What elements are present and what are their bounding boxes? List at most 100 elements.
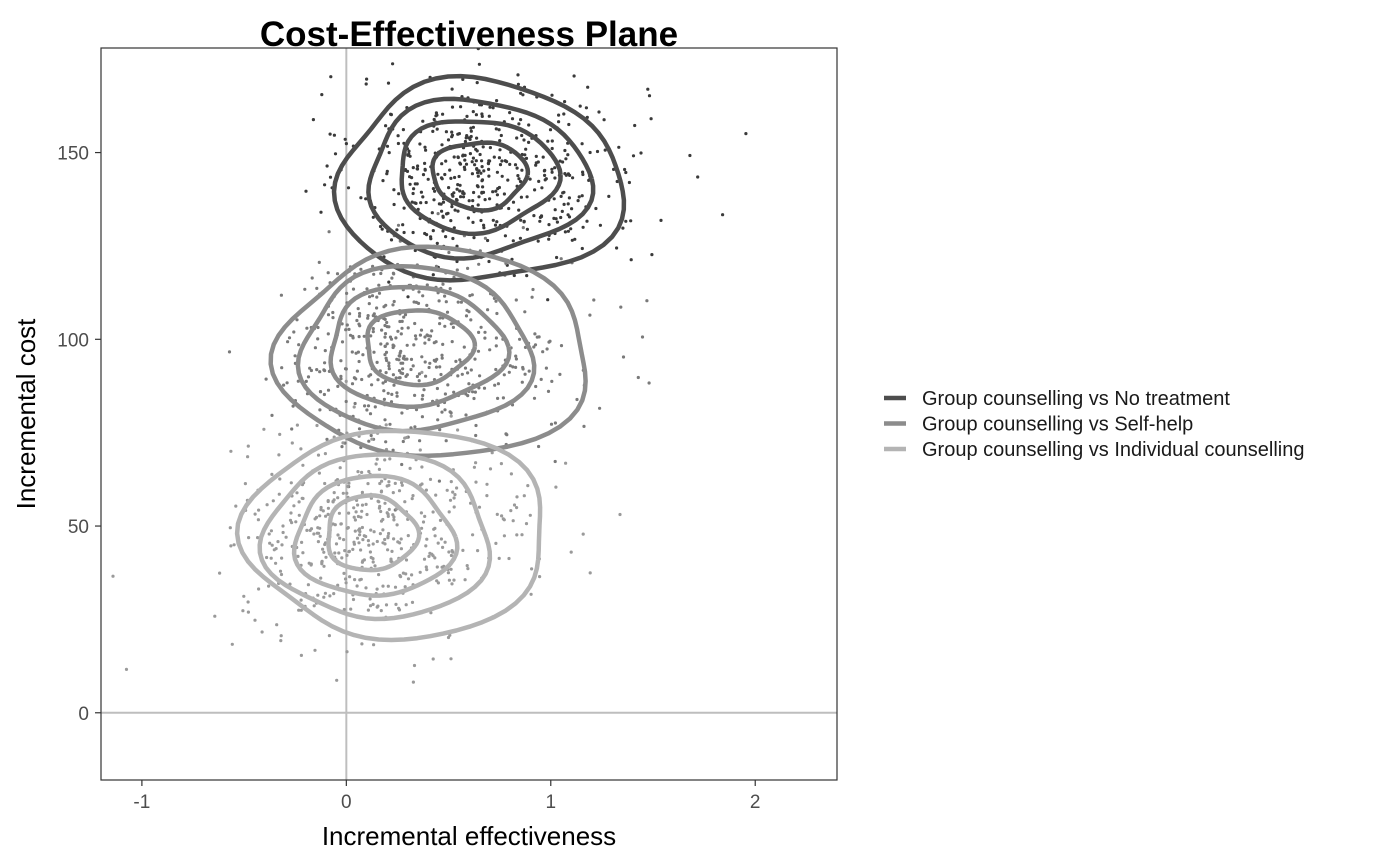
scatter-point (618, 512, 622, 517)
scatter-point (449, 480, 453, 484)
scatter-point (441, 545, 445, 550)
scatter-point (354, 510, 358, 514)
scatter-point (517, 208, 521, 212)
scatter-point (277, 453, 281, 457)
scatter-point (390, 276, 394, 280)
scatter-point (564, 157, 568, 161)
scatter-point (386, 536, 390, 540)
scatter-point (385, 144, 390, 148)
scatter-point (537, 179, 541, 183)
scatter-point (455, 268, 459, 272)
scatter-point (450, 105, 455, 109)
scatter-point (362, 558, 366, 562)
scatter-point (500, 174, 504, 178)
scatter-point (386, 584, 390, 588)
scatter-point (519, 118, 523, 122)
scatter-point (318, 408, 322, 412)
scatter-point (281, 530, 285, 535)
scatter-point (425, 303, 429, 307)
scatter-point (541, 155, 545, 159)
scatter-point (566, 229, 571, 233)
scatter-point (455, 486, 459, 490)
scatter-point (440, 353, 444, 357)
scatter-point (323, 591, 327, 595)
scatter-point (383, 501, 387, 505)
scatter-point (397, 489, 402, 493)
scatter-point (392, 383, 396, 387)
scatter-point (450, 87, 454, 91)
scatter-point (517, 122, 521, 126)
scatter-point (387, 480, 391, 484)
scatter-point (471, 533, 475, 537)
scatter-point (418, 570, 422, 574)
scatter-point (443, 294, 447, 298)
scatter-point (319, 576, 323, 580)
scatter-point (336, 384, 340, 388)
scatter-point (332, 133, 336, 137)
scatter-point (443, 324, 447, 328)
scatter-point (423, 514, 427, 519)
scatter-point (406, 153, 410, 157)
scatter-point (463, 139, 467, 144)
scatter-point (569, 550, 573, 554)
scatter-point (527, 140, 531, 144)
scatter-point (384, 603, 389, 607)
scatter-point (321, 509, 325, 513)
scatter-point (391, 303, 395, 307)
scatter-point (522, 219, 526, 223)
scatter-point (430, 211, 434, 215)
scatter-point (312, 532, 316, 536)
scatter-point (434, 493, 438, 497)
scatter-point (602, 118, 606, 122)
density-contour (234, 428, 543, 643)
scatter-point (377, 283, 381, 287)
scatter-point (315, 286, 319, 290)
scatter-point (451, 550, 455, 554)
scatter-point (316, 540, 320, 544)
scatter-point (379, 271, 383, 276)
scatter-point (418, 439, 422, 443)
scatter-point (367, 543, 371, 547)
scatter-point (518, 236, 523, 240)
scatter-point (326, 388, 331, 392)
plot-area (100, 47, 838, 781)
scatter-point (345, 553, 349, 558)
scatter-point (528, 513, 532, 517)
scatter-point (408, 466, 412, 470)
scatter-point (477, 195, 481, 199)
scatter-point (411, 364, 415, 368)
scatter-point (353, 578, 357, 582)
scatter-point (542, 169, 547, 173)
scatter-point (246, 455, 250, 459)
scatter-point (321, 547, 325, 551)
scatter-point (265, 503, 269, 507)
scatter-point (445, 488, 449, 492)
scatter-point (280, 556, 284, 560)
scatter-point (234, 504, 238, 508)
scatter-point (500, 159, 504, 163)
scatter-point (289, 511, 293, 515)
scatter-point (279, 639, 283, 643)
scatter-point (491, 106, 495, 110)
scatter-point (477, 330, 481, 334)
scatter-point (494, 127, 498, 131)
scatter-point (279, 293, 283, 297)
scatter-point (397, 376, 401, 380)
scatter-point (566, 153, 570, 157)
scatter-point (469, 134, 473, 139)
scatter-point (382, 389, 386, 393)
scatter-point (629, 258, 633, 262)
scatter-point (453, 493, 457, 497)
scatter-point (401, 439, 405, 444)
scatter-point (546, 389, 551, 393)
scatter-point (301, 463, 305, 467)
scatter-point (326, 271, 330, 275)
scatter-point (449, 657, 453, 661)
scatter-point (375, 539, 379, 544)
scatter-point (326, 512, 330, 517)
scatter-point (398, 319, 402, 324)
scatter-point (540, 186, 544, 190)
scatter-point (400, 462, 404, 467)
scatter-point (316, 337, 320, 341)
